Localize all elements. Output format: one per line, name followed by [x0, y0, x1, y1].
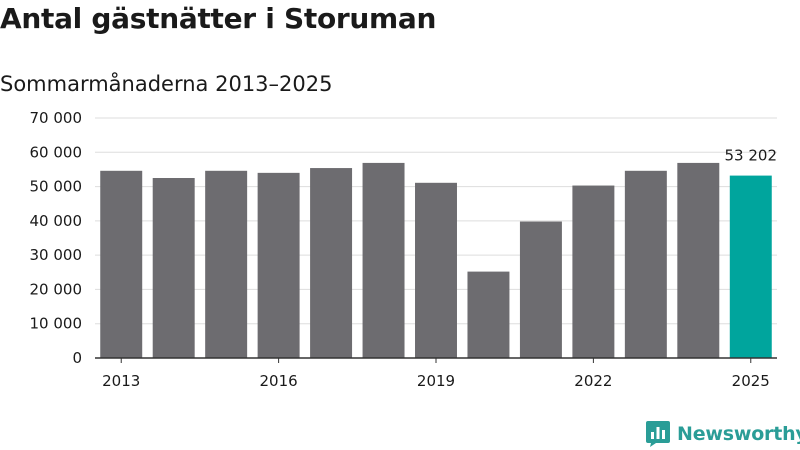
bar-2016: [257, 172, 300, 358]
data-labels: 53 202: [725, 147, 778, 165]
y-tick-label: 50 000: [30, 178, 83, 196]
y-tick-label: 0: [72, 349, 82, 367]
bar-2023: [624, 170, 667, 358]
chart-title: Antal gästnätter i Storuman: [0, 2, 437, 35]
bar-2017: [310, 168, 353, 358]
bar-2019: [415, 182, 457, 358]
x-tick-label: 2013: [102, 372, 140, 390]
y-tick-label: 30 000: [30, 246, 83, 264]
bar-2018: [362, 162, 405, 358]
bar-2024: [677, 162, 720, 358]
x-tick-label: 2025: [732, 372, 770, 390]
bar-2015: [205, 170, 248, 358]
bar-2013: [100, 170, 143, 358]
y-axis-ticks: 0 10 000 20 000 30 000 40 000 50 000 60 000 70 …: [30, 109, 83, 367]
x-tick-label: 2022: [574, 372, 612, 390]
x-tick-label: 2016: [260, 372, 298, 390]
bars: [100, 162, 772, 358]
bar-2021: [519, 221, 562, 358]
brand-logo: Newsworthy: [645, 420, 800, 448]
bar-2020: [467, 271, 510, 358]
bar-2025: [729, 175, 772, 358]
y-tick-label: 60 000: [30, 143, 83, 161]
bar-chart-speech-icon: [646, 421, 670, 447]
chart-subtitle: Sommarmånaderna 2013–2025: [0, 72, 333, 96]
y-tick-label: 10 000: [30, 315, 83, 333]
bar-2014: [152, 178, 195, 358]
data-label-highlight: 53 202: [725, 147, 778, 165]
y-tick-label: 20 000: [30, 280, 83, 298]
x-tick-label: 2019: [417, 372, 455, 390]
y-tick-label: 70 000: [30, 109, 83, 127]
x-axis-ticks: 2013 2016 2019 2022 2025: [102, 358, 770, 390]
y-tick-label: 40 000: [30, 212, 83, 230]
brand-name: Newsworthy: [677, 423, 800, 445]
bar-2022: [572, 185, 615, 358]
